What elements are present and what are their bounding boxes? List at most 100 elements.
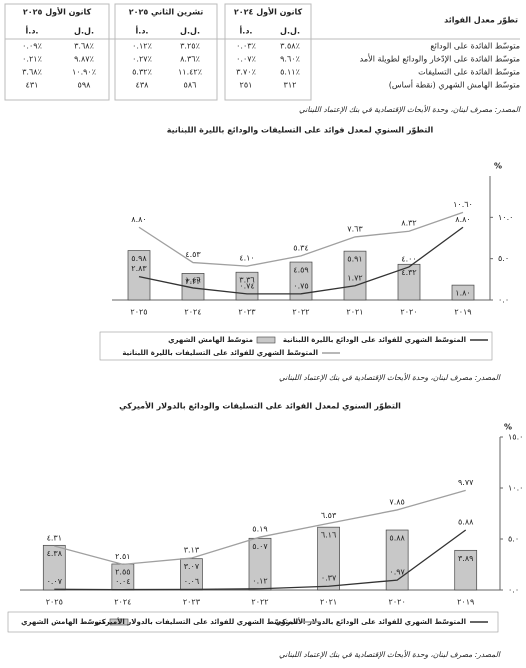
y-axis-label: % [504, 423, 512, 432]
x-tick-label: ٢٠٢١ [346, 308, 363, 317]
bar [385, 529, 409, 591]
x-tick-label: ٢٠٢٠ [389, 598, 406, 607]
bar-value-label: ٣.٠٧ [184, 562, 200, 571]
bar-value-label: ٥.٩١ [347, 255, 362, 264]
table-cell: ٠.٠٩٪ [22, 42, 42, 51]
series-line [138, 226, 464, 295]
chart-source: المصدر: مصرف لبنان، وحدة الأبحاث الإقتصا… [279, 372, 501, 382]
line-value-label: ٢.٨٣ [131, 264, 147, 273]
y-axis-label: % [494, 162, 502, 171]
row-label: متوسّط الهامش الشهري (نقطة أساس) [389, 80, 520, 90]
y-tick-label: ٥.٠ [508, 535, 519, 544]
y-tick-label: ١٥.٠ [508, 433, 523, 442]
table-group-box [4, 3, 110, 101]
bar [127, 250, 151, 301]
line-value-label: ٠.٩٧ [389, 568, 405, 577]
bar [181, 273, 205, 301]
bar [397, 263, 421, 301]
table-cell: ٣.٢٥٪ [180, 42, 200, 51]
line-value-label: ٦.٥٣ [321, 511, 337, 520]
line-value-label: ٤.٣١ [47, 534, 62, 543]
line-value-label: ٤.١٠ [239, 254, 254, 263]
bar-value-label: ٤.٣٢ [401, 268, 416, 277]
table-cell: ٤٣٨ [136, 81, 150, 90]
y-tick-label: ١٠.٠ [508, 484, 523, 493]
line-value-label: ٠.٧٥ [293, 281, 308, 290]
bar-value-label: ٤.٣٨ [47, 549, 63, 558]
table-cell: ٠.١٢٪ [132, 42, 152, 51]
chart-source: المصدر: مصرف لبنان، وحدة الأبحاث الإقتصا… [279, 649, 501, 659]
table-cell: ٣.٦٨٪ [74, 42, 94, 51]
bar-value-label: ٣.٣٦ [239, 276, 254, 285]
x-tick-label: ٢٠٢٣ [238, 308, 256, 317]
row-label: متوسّط الفائدة على الإدّخار والودائع لطو… [360, 54, 520, 65]
table-source: المصدر: مصرف لبنان، وحدة الأبحاث الإقتصا… [299, 104, 521, 114]
table-cell: ٨.٣٦٪ [180, 55, 200, 64]
x-tick-label: ٢٠٢٤ [184, 308, 201, 317]
table-currency: ل.ل. [180, 27, 200, 36]
legend-box [7, 611, 499, 633]
line-value-label: ١.٧٢ [347, 273, 362, 282]
table-currency: ل.ل. [74, 27, 94, 36]
table-cell: ٩.٨٧٪ [74, 55, 94, 64]
table-cell: ٥.٣٢٪ [132, 68, 152, 77]
x-tick-label: ٢٠٢٥ [46, 598, 63, 607]
x-tick-label: ٢٠٢٥ [130, 308, 147, 317]
bar-value-label: ٥.٨٨ [389, 534, 405, 543]
line-value-label: ٠.٣٧ [321, 574, 337, 583]
legend-label: متوسّط الهامش الشهري [21, 618, 106, 626]
line-value-label: ١٠.٦٠ [453, 200, 473, 209]
legend-label: المتوسّط الشهري للفوائد على الودائع بالل… [283, 336, 466, 344]
table-cell: ٣.٥٨٪ [280, 42, 300, 51]
series-line [138, 211, 464, 267]
bar [42, 544, 66, 591]
line-value-label: ٧.٨٥ [389, 497, 404, 506]
x-tick-label: ٢٠٢٣ [183, 598, 201, 607]
table-cell: ٥٩٨ [78, 81, 92, 90]
bar [289, 261, 313, 301]
y-tick-label: ١٠.٠ [498, 213, 513, 222]
table-currency: د.أ. [136, 26, 149, 36]
legend-label: المتوسّط الشهري للفوائد على الودائع بالد… [275, 617, 466, 626]
line-value-label: ٠.١٢ [252, 576, 267, 585]
bar [451, 284, 475, 301]
x-tick-label: ٢٠١٩ [454, 308, 471, 317]
y-tick-label: ٠.٠ [498, 296, 509, 305]
bar [248, 537, 272, 591]
line-value-label: ٨.٨٠ [131, 215, 146, 224]
table-period: كانون الأول ٢٠٢٤ [234, 7, 303, 17]
table-cell: ٣.٦٨٪ [22, 68, 42, 77]
line-value-label: ٤.٥٣ [185, 250, 201, 259]
x-tick-label: ٢٠٢٤ [114, 598, 131, 607]
bar-value-label: ٣.٨٩ [458, 554, 473, 563]
y-tick-label: ٥.٠ [498, 254, 509, 263]
table-cell: ٤٣١ [26, 81, 39, 90]
table-cell: ٠.٢٧٪ [132, 55, 152, 64]
bar [317, 526, 340, 591]
table-cell: ١٠.٩٠٪ [72, 68, 96, 77]
table-group-box [224, 3, 312, 101]
table-cell: ٥٨٦ [184, 81, 197, 90]
table-cell: ٣١٢ [284, 81, 297, 90]
table-currency: ل.ل. [280, 27, 300, 36]
table-cell: ٢٥١ [240, 81, 253, 90]
table-cell: ٠.٠٣٪ [236, 42, 256, 51]
line-value-label: ٥.٨٨ [458, 518, 474, 527]
series-line [54, 529, 467, 591]
table-cell: ١١.٤٢٪ [178, 68, 202, 77]
table-currency: د.أ. [240, 26, 253, 36]
line-value-label: ٠.٠٧ [47, 577, 63, 586]
bar-value-label: ٢.٥٥ [115, 567, 130, 576]
table-cell: ٠.٢١٪ [22, 55, 42, 64]
bar-value-label: ٤.٥٩ [293, 266, 308, 275]
x-tick-label: ٢٠٢١ [320, 598, 337, 607]
legend-label: متوسّط الهامش الشهري [168, 336, 253, 344]
x-tick-label: ٢٠٢٠ [400, 308, 417, 317]
x-tick-label: ٢٠٢٢ [292, 308, 309, 317]
line-value-label: ٩.٧٧ [458, 478, 474, 487]
series-line [54, 489, 466, 566]
bar [343, 250, 367, 301]
bar-value-label: ٥.٠٧ [252, 542, 268, 551]
